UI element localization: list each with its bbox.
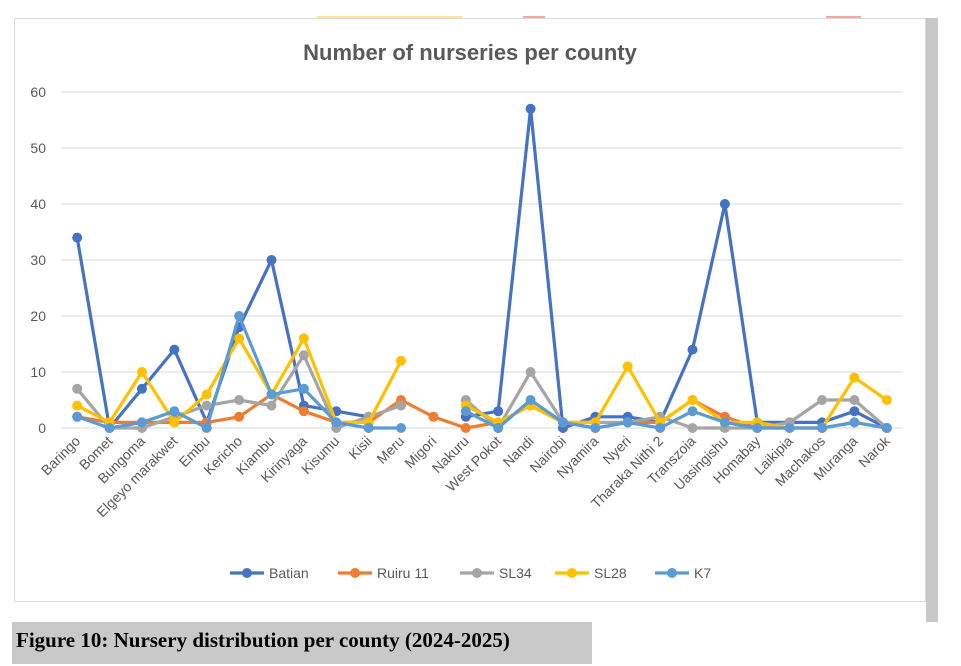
series-k7 bbox=[72, 311, 892, 433]
legend-marker bbox=[472, 568, 482, 578]
series-batian bbox=[72, 103, 892, 433]
data-point bbox=[104, 423, 115, 433]
data-point bbox=[234, 311, 245, 321]
x-tick-label: Baringo bbox=[38, 433, 84, 479]
data-point bbox=[493, 406, 504, 417]
data-point bbox=[169, 417, 180, 428]
data-point bbox=[136, 417, 147, 428]
data-point bbox=[525, 367, 536, 377]
figure-caption-box: Figure 10: Nursery distribution per coun… bbox=[12, 622, 592, 664]
data-point bbox=[72, 411, 83, 422]
series-line bbox=[465, 398, 888, 430]
data-point bbox=[881, 423, 892, 433]
data-point bbox=[72, 400, 83, 411]
data-point bbox=[849, 417, 860, 428]
data-point bbox=[201, 400, 212, 411]
y-tick-label: 30 bbox=[30, 252, 46, 268]
data-point bbox=[298, 406, 309, 417]
data-point bbox=[493, 423, 504, 433]
data-point bbox=[849, 372, 860, 383]
legend-marker bbox=[667, 568, 677, 578]
data-point bbox=[396, 423, 407, 433]
data-point bbox=[460, 406, 471, 417]
data-point bbox=[363, 423, 374, 433]
data-point bbox=[298, 333, 309, 344]
data-point bbox=[557, 417, 568, 428]
y-tick-label: 20 bbox=[30, 308, 46, 324]
y-tick-label: 40 bbox=[30, 196, 46, 212]
data-point bbox=[201, 423, 212, 433]
data-point bbox=[169, 344, 180, 355]
data-point bbox=[460, 423, 471, 433]
data-point bbox=[687, 423, 698, 433]
data-point bbox=[622, 361, 633, 372]
data-point bbox=[298, 350, 309, 361]
legend-label: Ruiru 11 bbox=[377, 565, 429, 581]
data-point bbox=[396, 355, 407, 366]
legend-marker bbox=[567, 568, 577, 578]
data-point bbox=[719, 199, 730, 209]
data-point bbox=[266, 389, 277, 400]
data-point bbox=[784, 423, 795, 433]
data-point bbox=[234, 333, 245, 344]
data-point bbox=[72, 232, 83, 243]
data-point bbox=[234, 411, 245, 422]
y-tick-label: 60 bbox=[30, 84, 46, 100]
legend-marker bbox=[242, 568, 252, 578]
data-point bbox=[817, 423, 828, 433]
chart-area bbox=[14, 18, 926, 602]
data-point bbox=[687, 344, 698, 355]
right-border-bar bbox=[926, 18, 938, 622]
data-point bbox=[136, 367, 147, 377]
data-point bbox=[525, 103, 536, 114]
data-point bbox=[169, 406, 180, 417]
x-tick-label: Narok bbox=[855, 432, 893, 470]
data-point bbox=[331, 417, 342, 428]
figure-caption: Figure 10: Nursery distribution per coun… bbox=[16, 628, 510, 652]
data-point bbox=[72, 383, 83, 394]
data-point bbox=[817, 395, 828, 405]
legend-label: K7 bbox=[694, 565, 711, 581]
data-point bbox=[849, 395, 860, 405]
legend-label: SL28 bbox=[594, 565, 627, 581]
data-point bbox=[201, 389, 212, 400]
legend-label: SL34 bbox=[499, 565, 532, 581]
data-point bbox=[849, 406, 860, 417]
data-point bbox=[266, 255, 277, 265]
chart-title: Number of nurseries per county bbox=[303, 40, 638, 65]
data-point bbox=[622, 417, 633, 428]
legend-label: Batian bbox=[269, 565, 309, 581]
data-point bbox=[525, 395, 536, 405]
data-point bbox=[655, 423, 666, 433]
data-point bbox=[752, 423, 763, 433]
data-point bbox=[590, 423, 601, 433]
series-line bbox=[465, 107, 888, 430]
data-point bbox=[234, 395, 245, 405]
data-point bbox=[687, 395, 698, 405]
data-point bbox=[881, 395, 892, 405]
data-point bbox=[396, 400, 407, 411]
y-tick-label: 0 bbox=[38, 420, 46, 436]
data-point bbox=[687, 406, 698, 417]
data-point bbox=[136, 383, 147, 394]
series-line bbox=[464, 370, 888, 430]
data-point bbox=[428, 411, 439, 422]
data-point bbox=[719, 417, 730, 428]
y-tick-label: 50 bbox=[30, 140, 46, 156]
legend-marker bbox=[350, 568, 360, 578]
y-tick-label: 10 bbox=[30, 364, 46, 380]
x-tick-label: Kisii bbox=[345, 433, 374, 462]
data-point bbox=[298, 383, 309, 394]
data-point bbox=[266, 400, 277, 411]
